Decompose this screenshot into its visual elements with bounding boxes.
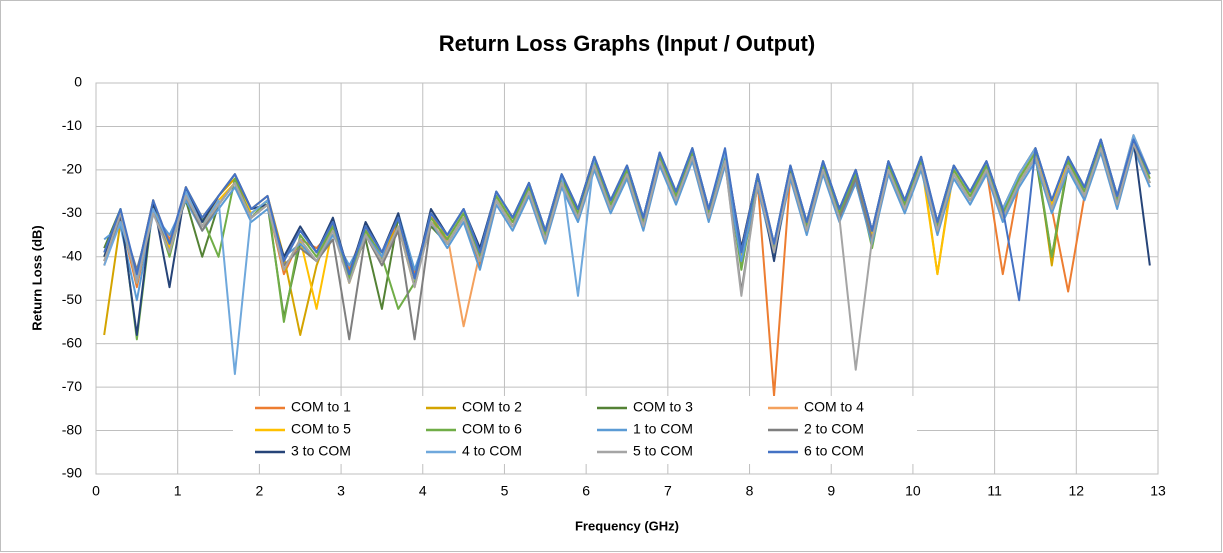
- x-tick-label: 9: [827, 483, 835, 499]
- legend: COM to 1 COM to 2 COM to 3 COM to 4 COM to 5…: [233, 396, 917, 464]
- y-tick-label: -30: [62, 204, 82, 220]
- x-axis-title: Frequency (GHz): [575, 518, 679, 533]
- x-tick-label: 1: [174, 483, 182, 499]
- y-tick-label: -50: [62, 291, 82, 307]
- plot-lines: [103, 134, 1151, 397]
- series-line: [103, 138, 1151, 302]
- legend-label: 6 to COM: [804, 443, 864, 459]
- legend-label: COM to 3: [633, 399, 693, 415]
- legend-label: COM to 4: [804, 399, 864, 415]
- y-tick-label: -70: [62, 378, 82, 394]
- legend-box: [233, 396, 917, 464]
- series-line: [103, 142, 1151, 371]
- series-line: [103, 138, 1151, 341]
- x-tick-label: 12: [1069, 483, 1085, 499]
- legend-label: 5 to COM: [633, 443, 693, 459]
- y-tick-label: -90: [62, 465, 82, 481]
- legend-label: 1 to COM: [633, 421, 693, 437]
- legend-label: COM to 1: [291, 399, 351, 415]
- y-tick-label: -10: [62, 117, 82, 133]
- legend-label: COM to 2: [462, 399, 522, 415]
- x-tick-label: 0: [92, 483, 100, 499]
- legend-label: 2 to COM: [804, 421, 864, 437]
- y-tick-label: -40: [62, 247, 82, 263]
- x-tick-label: 8: [746, 483, 754, 499]
- y-tick-label: -20: [62, 161, 82, 177]
- y-tick-label: -60: [62, 334, 82, 350]
- y-tick-label: -80: [62, 421, 82, 437]
- x-tick-label: 10: [905, 483, 921, 499]
- x-tick-label: 7: [664, 483, 672, 499]
- x-tick-label: 6: [582, 483, 590, 499]
- chart-title: Return Loss Graphs (Input / Output): [439, 31, 815, 56]
- x-tick-label: 3: [337, 483, 345, 499]
- x-tick-label: 11: [987, 483, 1002, 499]
- x-tick-label: 13: [1150, 483, 1166, 499]
- legend-label: 4 to COM: [462, 443, 522, 459]
- plot-border: [95, 82, 1159, 475]
- legend-label: 3 to COM: [291, 443, 351, 459]
- y-axis-title: Return Loss (dB): [29, 225, 44, 330]
- y-tick-label: 0: [74, 74, 82, 90]
- x-tick-label: 5: [501, 483, 509, 499]
- x-tick-label: 4: [419, 483, 427, 499]
- legend-label: COM to 6: [462, 421, 522, 437]
- x-tick-label: 2: [255, 483, 263, 499]
- legend-label: COM to 5: [291, 421, 351, 437]
